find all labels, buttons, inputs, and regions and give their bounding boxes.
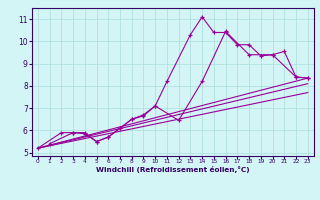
X-axis label: Windchill (Refroidissement éolien,°C): Windchill (Refroidissement éolien,°C) [96, 166, 250, 173]
